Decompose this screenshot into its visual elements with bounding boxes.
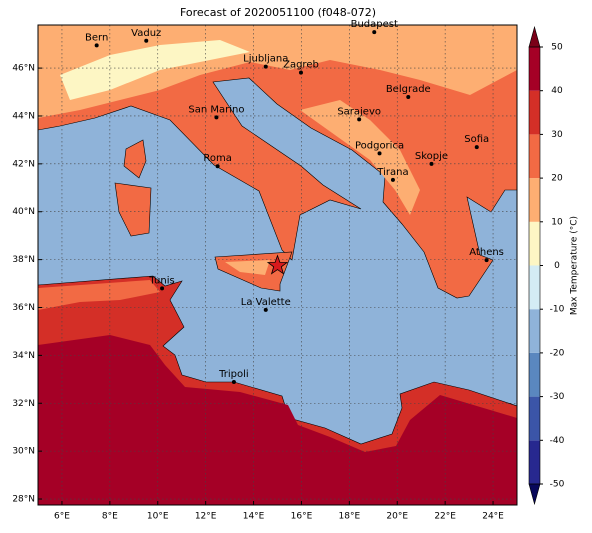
sicily-inland <box>225 260 270 275</box>
y-tick-label: 40°N <box>12 207 35 217</box>
city-label: Roma <box>203 153 232 164</box>
colorbar: -50 -40 -30 -20 -10 0 10 20 30 40 50 Max Temperatur… <box>528 25 580 506</box>
x-tick-label: 8°E <box>102 512 118 522</box>
map-title: Forecast of 2020051100 (f048-072) <box>180 6 376 19</box>
city-dot <box>474 145 479 150</box>
colorbar-over <box>528 25 541 48</box>
x-tick-label: 18°E <box>339 512 361 522</box>
colorbar-tick-label: -10 <box>550 305 565 315</box>
forecast-point <box>266 254 289 275</box>
y-tick-label: 36°N <box>12 303 35 313</box>
city-label: San Marino <box>188 104 244 115</box>
city-dot <box>406 95 411 100</box>
city-dot <box>484 258 489 263</box>
x-tick-label: 14°E <box>243 512 265 522</box>
city-label: La Valette <box>241 297 291 308</box>
colorbar-tick-label: 20 <box>551 174 563 184</box>
y-tick-label: 30°N <box>12 447 35 457</box>
x-tick-label: 22°E <box>434 512 456 522</box>
city-label: Sarajevo <box>337 106 381 117</box>
city-label: Athens <box>469 247 504 258</box>
colorbar-tick-label: 40 <box>551 86 563 96</box>
colorbar-segment <box>529 221 540 266</box>
x-tick-label: 10°E <box>147 512 169 522</box>
city-label: Zagreb <box>283 60 319 71</box>
city-label: Tirana <box>376 167 408 178</box>
x-tick-label: 20°E <box>386 512 408 522</box>
city-label: Tripoli <box>218 369 249 380</box>
x-tick-label: 6°E <box>54 512 70 522</box>
y-tick-label: 34°N <box>12 351 35 361</box>
colorbar-under <box>528 483 541 506</box>
colorbar-tick-label: 0 <box>554 261 560 271</box>
city-label: Sofia <box>464 134 489 145</box>
city-label: Vaduz <box>131 28 161 39</box>
y-tick-label: 28°N <box>12 495 35 505</box>
alps-cool <box>60 40 250 100</box>
city-dot <box>372 30 377 35</box>
colorbar-tick-label: 10 <box>551 217 563 227</box>
colorbar-tick-label: -50 <box>550 480 565 490</box>
x-tick-label: 12°E <box>195 512 217 522</box>
city-label: Skopje <box>415 151 448 162</box>
city-dot <box>160 286 165 291</box>
city-dot <box>215 164 220 169</box>
y-tick-label: 38°N <box>12 255 35 265</box>
colorbar-tick-label: -40 <box>550 436 565 446</box>
colorbar-label: Max Temperature (°C) <box>570 216 580 315</box>
y-tick-label: 46°N <box>12 64 35 74</box>
city-label: Podgorica <box>355 140 404 151</box>
balkan-highland <box>300 100 420 215</box>
city-dot <box>144 38 149 43</box>
x-tick-label: 24°E <box>482 512 504 522</box>
colorbar-tick-label: 30 <box>551 130 563 140</box>
city-dot <box>298 70 303 75</box>
grid <box>38 25 517 505</box>
colorbar-segment <box>529 90 540 135</box>
city-label: Budapest <box>351 19 398 30</box>
y-tick-label: 44°N <box>12 111 35 121</box>
city-label: Bern <box>85 32 108 43</box>
colorbar-tick-label: -20 <box>550 348 565 358</box>
colorbar-tick-label: -30 <box>550 392 565 402</box>
map-frame <box>37 24 518 506</box>
y-tick-label: 32°N <box>12 399 35 409</box>
colorbar-segment <box>529 440 540 484</box>
city-dot <box>429 161 434 166</box>
colorbar-segment <box>529 178 540 222</box>
y-tick-label: 42°N <box>12 159 35 169</box>
sardinia <box>114 182 152 237</box>
colorbar-segment <box>529 352 540 397</box>
colorbar-segment <box>529 47 540 91</box>
corsica <box>123 139 147 179</box>
city-dot <box>377 151 382 156</box>
colorbar-segment <box>529 309 540 353</box>
city-dot <box>390 177 395 182</box>
colorbar-segment <box>529 396 540 441</box>
city-dot <box>263 307 268 312</box>
city-label: Tunis <box>148 275 174 286</box>
city-dot <box>214 115 219 120</box>
colorbar-segment <box>529 134 540 179</box>
tunisia-north <box>38 280 160 310</box>
city-label: Belgrade <box>386 84 431 95</box>
x-tick-label: 16°E <box>291 512 313 522</box>
colorbar-tick-label: 50 <box>551 43 563 53</box>
map-body <box>38 25 517 505</box>
city-dot <box>94 43 99 48</box>
city-dot <box>263 64 268 69</box>
city-dot <box>231 379 236 384</box>
city-dot <box>357 117 362 122</box>
colorbar-segment <box>529 265 540 310</box>
city-label: Ljubljana <box>243 54 288 65</box>
